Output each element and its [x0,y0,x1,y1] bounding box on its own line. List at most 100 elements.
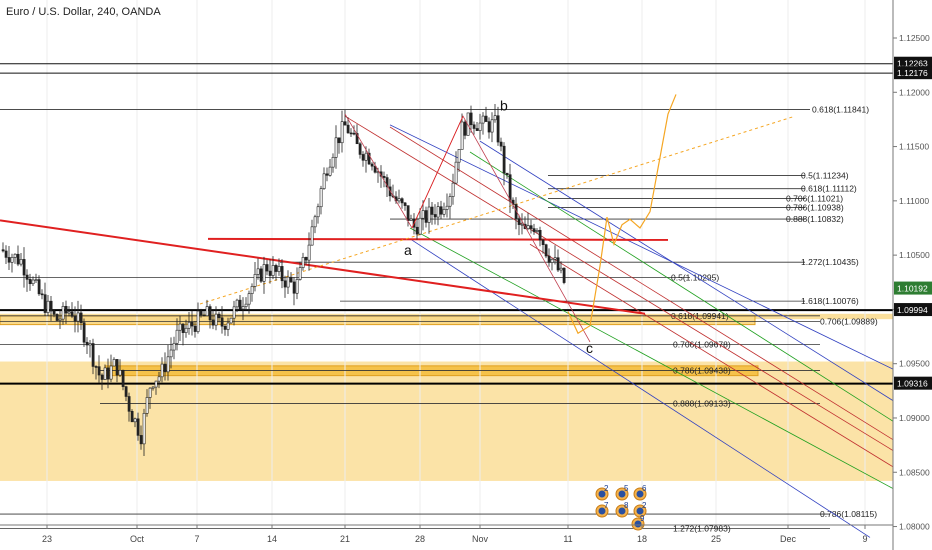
price-label: 1.12176 [897,68,928,78]
candle [172,336,176,360]
candle-body [490,119,494,133]
candle-body [223,325,227,330]
candle [316,203,320,224]
candle [556,249,560,272]
candle-body [454,161,458,184]
candle-body [445,205,449,210]
candle [7,245,11,270]
candle [526,212,530,231]
candle-body [61,306,65,320]
candle-body [106,367,110,380]
candle-body [139,435,143,445]
candle-body [535,230,539,232]
candle [415,216,419,240]
candle [433,204,437,225]
event-badge-label: 5 [624,484,629,493]
candle-body [211,319,215,326]
candle [439,200,443,220]
candle-body [100,374,104,380]
candle [277,258,281,276]
event-badge-label: 2 [642,501,647,510]
candle-body [241,306,245,310]
candle-body [397,198,401,202]
candle [475,122,479,132]
candle [217,311,221,323]
candle-body [526,225,530,229]
candle-body [127,396,131,412]
candle-body [289,276,293,283]
candle-body [172,342,176,351]
candle [181,323,185,346]
candle-body [493,115,497,121]
candle-body [334,137,338,158]
candle [229,317,233,324]
resistance-line [207,237,669,241]
candle-body [49,300,53,312]
candle [202,310,206,317]
candle-body [463,121,467,136]
candle [409,214,413,221]
candle [289,272,293,284]
x-tick-label: 21 [340,534,350,544]
event-badge-label: 7 [604,501,609,510]
candle-body [136,418,140,436]
fib-level-label: 1.272(1.07983) [673,523,731,533]
flag-icon [636,507,644,515]
candle [301,252,305,271]
candle-body [436,206,440,218]
candle-body [367,152,371,165]
candle-body [430,206,434,215]
candle [40,289,44,300]
candle [223,324,227,336]
fib-level-label: 0.888(1.09133) [673,399,731,409]
event-badge: 6 [633,484,647,501]
candle [124,385,128,402]
candle [280,259,284,289]
candle [238,295,242,310]
candle [169,337,173,369]
candle-body [328,166,332,176]
candle [67,306,71,317]
fib-level-label: 1.272(1.10435) [801,257,859,267]
candle-body [346,124,350,134]
pitchfork-line [409,238,871,538]
candle [454,151,458,185]
pitchfork-line [389,126,894,441]
x-tick-label: 11 [563,534,572,544]
candle-body [58,318,62,321]
candle-body [409,218,413,221]
candle [319,185,323,215]
candle-body [1,249,5,252]
candle-body [118,369,122,376]
candle-body [253,274,257,287]
candle [436,202,440,226]
x-tick-label: 7 [194,534,199,544]
candle [115,359,119,383]
candle [352,125,356,136]
candle [502,142,506,186]
candle [4,245,8,265]
candle [130,409,134,423]
candle-body [322,173,326,189]
candle-body [550,258,554,263]
candle [274,263,278,281]
candle [382,171,386,188]
candle [259,266,263,284]
event-badge-label: 8 [624,501,629,510]
candle-body [406,205,410,221]
candle [403,202,407,211]
candle-body [133,418,137,423]
candle [142,408,146,456]
candle [349,128,353,138]
candle-body [298,267,302,280]
candle [310,219,314,246]
candle-body [124,386,128,397]
candle [532,223,536,235]
event-badge-label: 9 [640,514,645,523]
event-badge-label: 6 [642,484,647,493]
candle [232,300,236,326]
candle-body [313,216,317,228]
candle-body [478,122,482,131]
price-label: 1.09316 [897,379,928,389]
